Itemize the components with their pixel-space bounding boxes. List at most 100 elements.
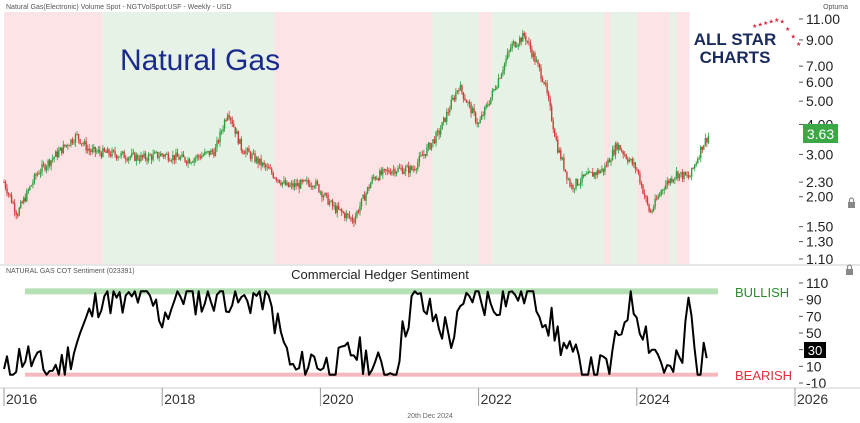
candle-body-244 (374, 177, 376, 180)
candle-body-442 (675, 171, 678, 178)
candle-body-59 (93, 147, 95, 149)
candle-body-46 (73, 142, 75, 144)
candle-body-175 (269, 168, 271, 170)
candle-body-278 (426, 146, 428, 156)
candle-body-14 (24, 197, 26, 202)
logo-star: ★ (796, 41, 801, 48)
candle-body-190 (292, 183, 294, 188)
candle-body-148 (228, 115, 230, 118)
candle-body-68 (106, 149, 109, 153)
candle-body-386 (590, 172, 592, 173)
candle-body-415 (634, 162, 637, 169)
candle-body-366 (560, 149, 562, 160)
candle-body-260 (398, 167, 401, 169)
candle-body-139 (214, 147, 217, 156)
candle-body-352 (538, 63, 541, 69)
candle-body-364 (557, 139, 559, 153)
candle-body-247 (379, 170, 381, 181)
candle-body-165 (254, 153, 256, 163)
candle-body-401 (613, 149, 615, 155)
candle-body-404 (617, 145, 620, 150)
candle-body-166 (255, 157, 258, 163)
candle-body-355 (543, 81, 545, 84)
time-tick-label: 2024 (639, 391, 670, 407)
candle-body-180 (277, 179, 279, 181)
candle-body-49 (77, 134, 80, 140)
candle-body-346 (529, 42, 532, 49)
sentiment-tick-label: 10 (806, 358, 822, 374)
candle-body-61 (96, 151, 98, 153)
candle-body-306 (468, 102, 471, 104)
candle-body-286 (438, 130, 440, 135)
candle-body-407 (622, 151, 624, 155)
candle-body-280 (429, 143, 431, 150)
candle-body-454 (693, 164, 696, 169)
candle-body-384 (587, 171, 589, 175)
candle-body-178 (274, 177, 276, 179)
candle-body-57 (90, 150, 92, 152)
candle-body-392 (599, 170, 602, 174)
candle-body-403 (616, 143, 618, 150)
candle-body-222 (341, 209, 343, 212)
candle-body-64 (100, 152, 103, 157)
candle-body-44 (70, 139, 72, 146)
candle-body-393 (601, 168, 603, 171)
candle-body-377 (576, 178, 579, 186)
candle-body-204 (313, 186, 316, 188)
candle-body-84 (131, 152, 133, 157)
candle-body-289 (442, 117, 445, 122)
candle-body-41 (65, 144, 68, 147)
candle-body-300 (459, 85, 462, 91)
candle-body-214 (328, 201, 331, 205)
candle-body-104 (161, 153, 163, 155)
time-tick-label: 2026 (797, 391, 828, 407)
candle-body-201 (309, 183, 311, 187)
candle-body-55 (86, 148, 89, 151)
candle-body-387 (592, 172, 594, 177)
candle-body-321 (491, 90, 494, 98)
candle-body-118 (182, 154, 185, 158)
price-lock-icon[interactable] (848, 197, 855, 208)
sentiment-tick-label: 110 (806, 275, 829, 291)
candle-body-276 (423, 154, 425, 156)
candle-body-400 (611, 149, 614, 161)
logo-star: ★ (758, 22, 763, 29)
candle-body-408 (624, 154, 626, 156)
candle-body-333 (509, 48, 512, 51)
candle-body-194 (298, 183, 300, 189)
candle-body-35 (56, 151, 58, 157)
candle-body-110 (170, 160, 173, 162)
candle-body-196 (301, 179, 303, 182)
candle-body-389 (595, 172, 597, 175)
candle-body-435 (665, 184, 667, 190)
sentiment-lock-icon[interactable] (846, 264, 853, 275)
candle-body-20 (33, 174, 36, 183)
candle-body-48 (76, 134, 78, 135)
candle-body-409 (625, 154, 627, 159)
logo-star: ★ (774, 17, 779, 24)
candle-body-367 (561, 157, 564, 160)
regime-band-7 (610, 12, 637, 264)
candle-body-50 (79, 139, 81, 144)
candle-body-4 (9, 193, 11, 196)
candle-body-127 (196, 155, 198, 158)
candle-body-318 (487, 104, 489, 106)
candle-body-74 (115, 155, 118, 159)
candle-body-134 (207, 150, 209, 152)
candle-body-154 (237, 131, 239, 144)
candle-body-198 (304, 180, 306, 181)
candle-body-374 (572, 185, 574, 190)
candle-body-75 (117, 157, 119, 159)
candle-body-138 (213, 151, 215, 156)
candle-body-328 (502, 70, 504, 74)
candle-body-327 (500, 73, 503, 79)
candle-body-285 (436, 130, 439, 133)
candle-body-221 (339, 209, 341, 210)
candle-body-426 (651, 210, 653, 213)
candle-body-5 (10, 195, 13, 203)
candle-body-23 (38, 173, 40, 175)
logo-star: ★ (769, 19, 774, 26)
candle-body-398 (608, 159, 611, 163)
price-tick-label: 3.00 (806, 146, 833, 162)
candle-body-433 (662, 189, 664, 191)
